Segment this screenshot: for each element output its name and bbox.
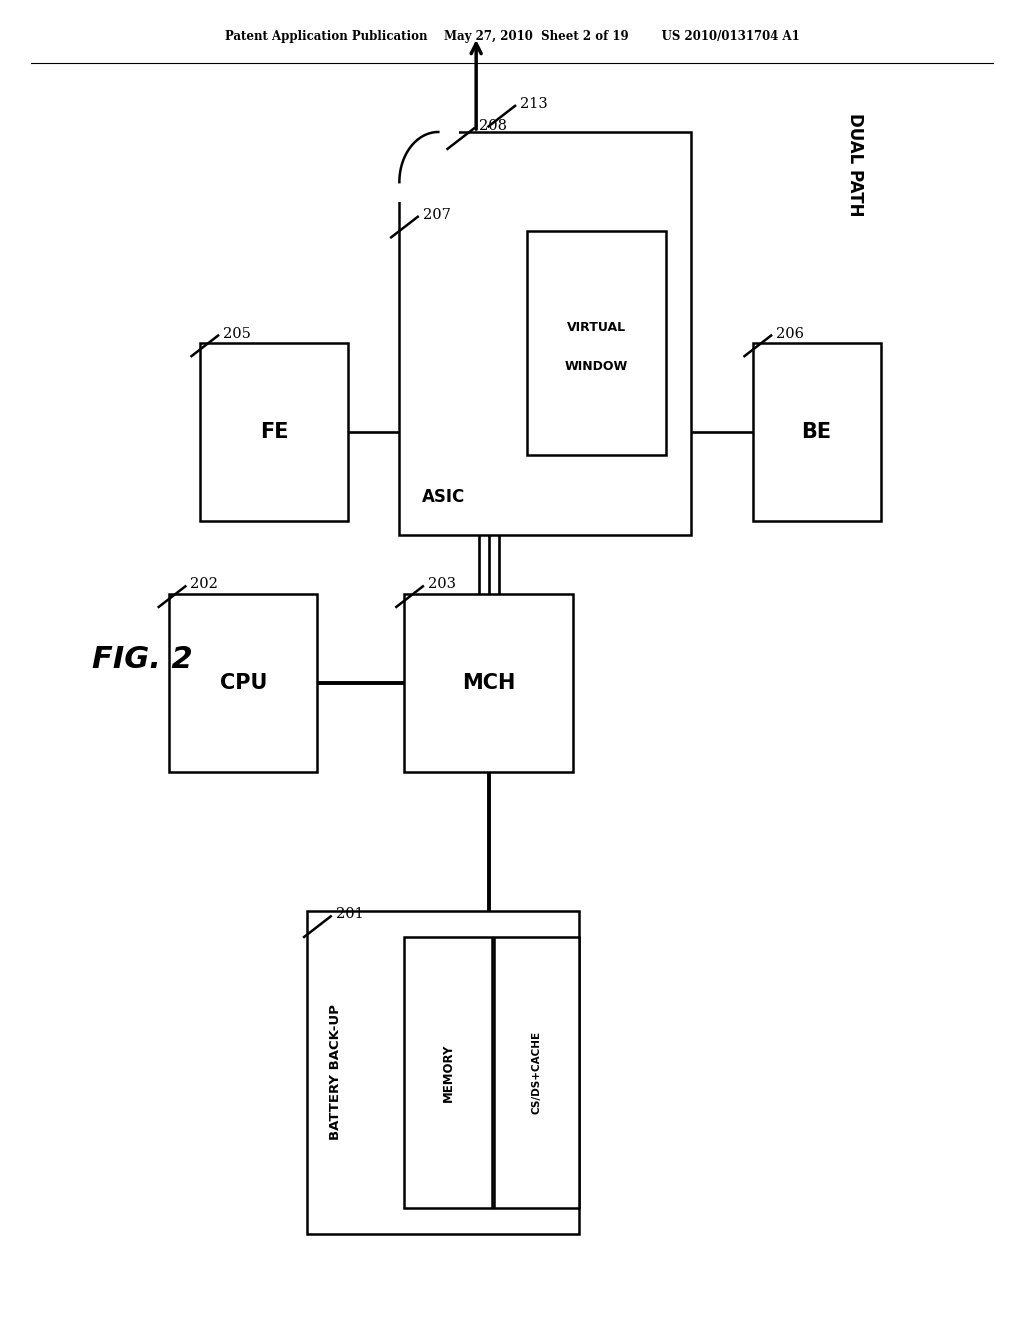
Text: 202: 202 bbox=[190, 577, 218, 591]
Bar bbox=[404, 937, 492, 1208]
Text: MCH: MCH bbox=[462, 673, 516, 693]
Text: FE: FE bbox=[260, 422, 288, 442]
Text: ASIC: ASIC bbox=[422, 487, 465, 506]
Bar bbox=[399, 132, 691, 535]
Bar bbox=[200, 343, 348, 521]
Bar bbox=[753, 343, 881, 521]
Text: 205: 205 bbox=[223, 326, 251, 341]
Text: Patent Application Publication    May 27, 2010  Sheet 2 of 19        US 2010/013: Patent Application Publication May 27, 2… bbox=[224, 30, 800, 44]
Text: 208: 208 bbox=[479, 119, 507, 133]
Bar bbox=[169, 594, 317, 772]
Bar bbox=[396, 107, 459, 202]
Bar bbox=[527, 231, 666, 455]
Text: FIG. 2: FIG. 2 bbox=[92, 645, 193, 675]
Text: WINDOW: WINDOW bbox=[565, 360, 628, 374]
Text: 213: 213 bbox=[520, 96, 548, 111]
Text: DUAL PATH: DUAL PATH bbox=[846, 114, 864, 216]
Bar bbox=[404, 594, 573, 772]
Text: VIRTUAL: VIRTUAL bbox=[567, 321, 626, 334]
Bar bbox=[494, 937, 579, 1208]
Text: 206: 206 bbox=[776, 326, 804, 341]
Text: 203: 203 bbox=[428, 577, 456, 591]
Text: 201: 201 bbox=[336, 907, 364, 921]
Text: BATTERY BACK-UP: BATTERY BACK-UP bbox=[330, 1005, 342, 1140]
Text: CPU: CPU bbox=[219, 673, 267, 693]
Bar bbox=[307, 911, 579, 1234]
Text: CS/DS+CACHE: CS/DS+CACHE bbox=[531, 1031, 541, 1114]
Text: BE: BE bbox=[802, 422, 831, 442]
Text: 207: 207 bbox=[423, 207, 451, 222]
Text: MEMORY: MEMORY bbox=[441, 1043, 455, 1102]
